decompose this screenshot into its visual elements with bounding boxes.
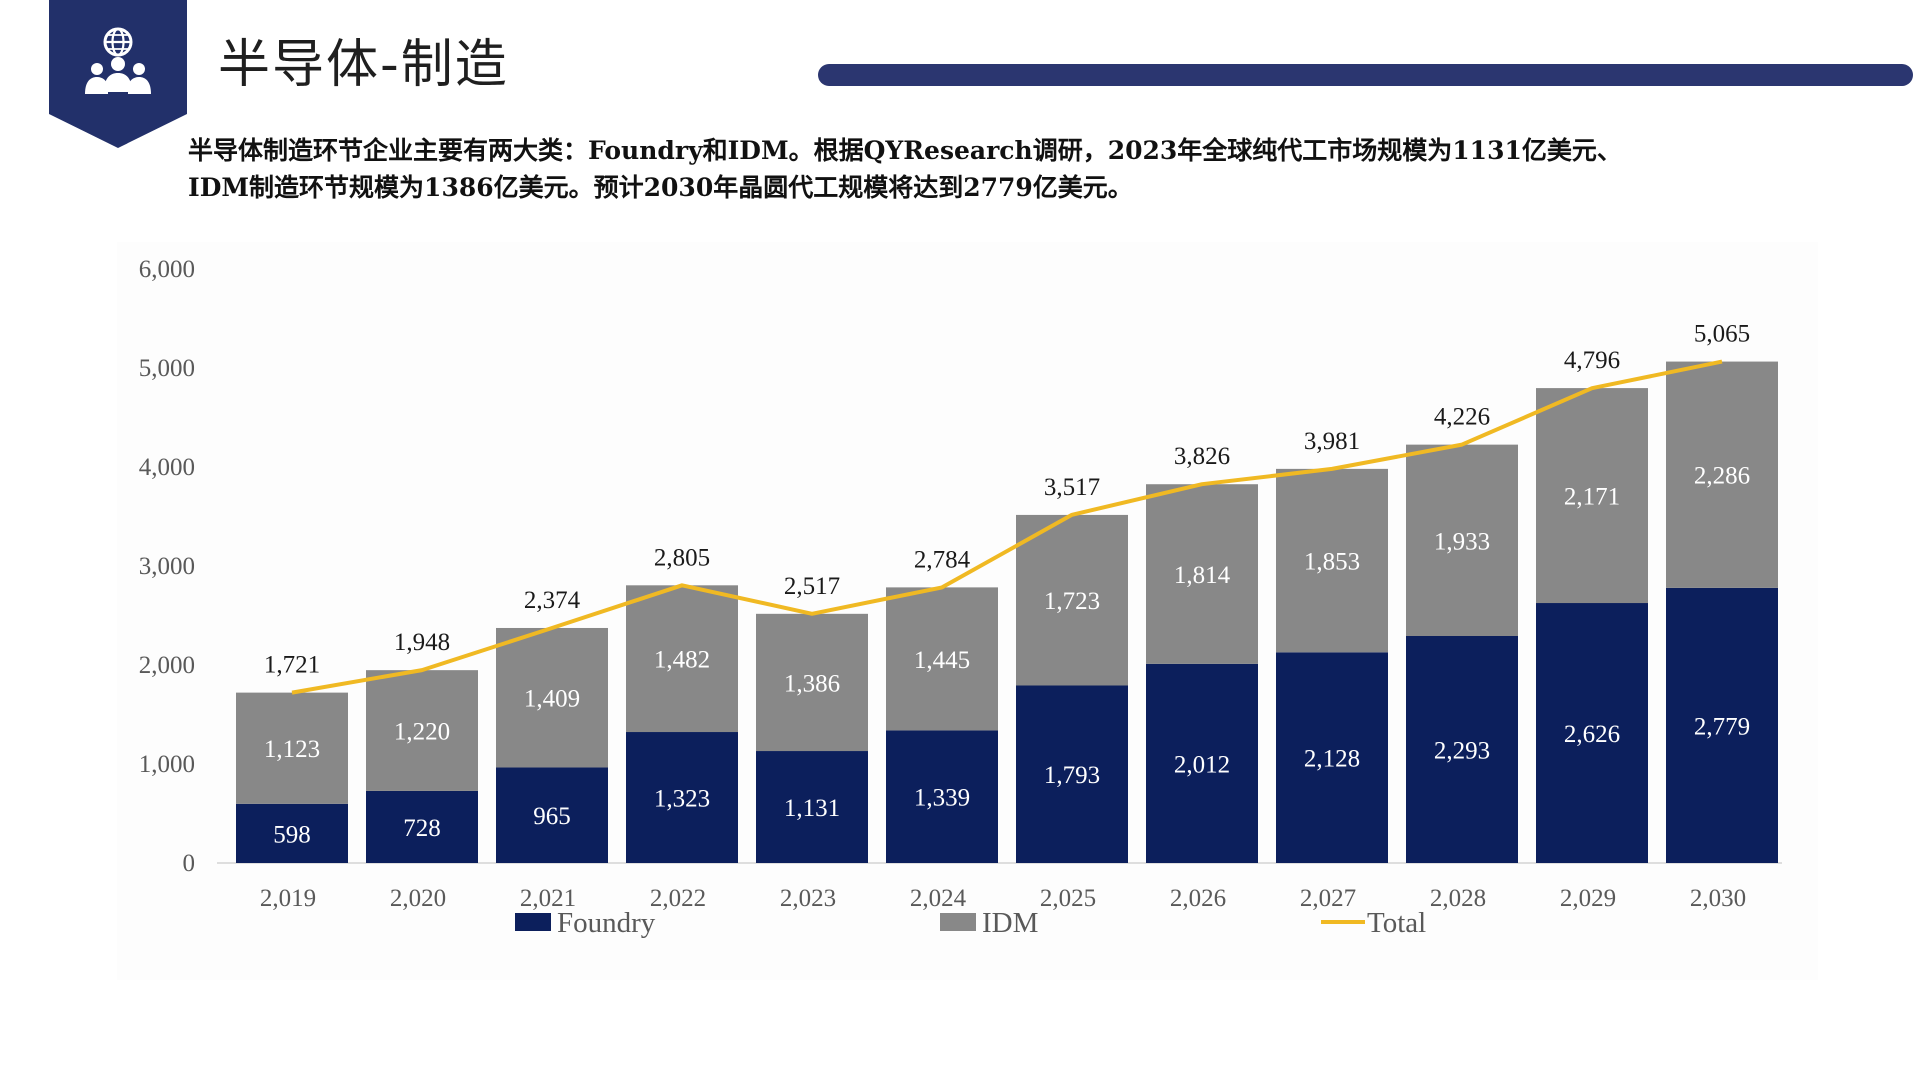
idm-bar	[756, 613, 868, 752]
foundry-value-label: 1,339	[914, 785, 970, 812]
idm-value-label: 2,171	[1564, 484, 1620, 511]
x-tick-label: 2,021	[520, 885, 576, 912]
foundry-bar	[236, 803, 348, 863]
total-value-label: 4,226	[1434, 404, 1490, 431]
foundry-bar	[756, 751, 868, 863]
total-value-label: 1,721	[264, 652, 320, 679]
idm-bar	[1536, 388, 1648, 604]
total-value-label: 2,374	[524, 587, 581, 614]
idm-value-label: 1,933	[1434, 528, 1490, 555]
foundry-value-label: 2,012	[1174, 751, 1230, 778]
idm-value-label: 1,723	[1044, 588, 1100, 615]
x-tick-label: 2,028	[1430, 885, 1486, 912]
foundry-value-label: 2,128	[1304, 746, 1360, 773]
foundry-bar	[886, 730, 998, 863]
foundry-bar	[1016, 685, 1128, 863]
foundry-bar	[1536, 603, 1648, 863]
foundry-value-label: 965	[533, 803, 571, 830]
total-value-label: 5,065	[1694, 321, 1750, 348]
total-line	[291, 359, 1723, 695]
x-tick-label: 2,030	[1690, 885, 1746, 912]
idm-bar	[1146, 484, 1258, 664]
title-rule	[818, 64, 1913, 86]
idm-value-label: 1,814	[1174, 562, 1231, 589]
idm-bar	[366, 670, 478, 791]
x-tick-label: 2,024	[910, 885, 967, 912]
total-value-label: 3,981	[1304, 428, 1360, 455]
foundry-value-label: 1,323	[654, 786, 710, 813]
idm-value-label: 1,445	[914, 647, 970, 674]
x-tick-label: 2,026	[1170, 885, 1226, 912]
idm-bar	[1666, 361, 1778, 588]
idm-bar	[1276, 468, 1388, 653]
x-tick-label: 2,023	[780, 885, 836, 912]
foundry-value-label: 1,131	[784, 795, 840, 822]
total-value-label: 1,948	[394, 629, 450, 656]
total-value-label: 4,796	[1564, 347, 1620, 374]
x-tick-label: 2,022	[650, 885, 706, 912]
total-value-label: 2,517	[784, 573, 840, 600]
foundry-bar	[626, 732, 738, 863]
x-tick-label: 2,020	[390, 885, 446, 912]
legend-label-foundry: Foundry	[557, 907, 656, 939]
foundry-bar	[1146, 663, 1258, 863]
idm-bar	[496, 627, 608, 768]
total-value-label: 3,517	[1044, 474, 1100, 501]
y-tick-label: 4,000	[139, 454, 195, 481]
y-tick-label: 1,000	[139, 751, 195, 778]
legend-label-idm: IDM	[982, 907, 1038, 939]
chart-card: 0 1,000 2,000 3,000 4,000 5,000 6,000 598 1,123 2…	[117, 242, 1818, 980]
x-tick-label: 2,025	[1040, 885, 1096, 912]
foundry-value-label: 2,626	[1564, 721, 1620, 748]
legend-swatch-idm	[940, 913, 976, 931]
foundry-value-label: 1,793	[1044, 762, 1100, 789]
idm-bar	[236, 692, 348, 804]
idm-value-label: 1,482	[654, 647, 710, 674]
intro-line-1: 半导体制造环节企业主要有两大类：Foundry和IDM。根据QYResearch…	[188, 136, 1622, 165]
idm-value-label: 1,123	[264, 736, 320, 763]
y-tick-label: 0	[183, 850, 196, 877]
x-tick-label: 2,027	[1300, 885, 1356, 912]
idm-value-label: 1,386	[784, 670, 840, 697]
total-value-label: 3,826	[1174, 443, 1230, 470]
y-tick-label: 6,000	[139, 256, 195, 283]
idm-bar	[1016, 514, 1128, 686]
total-value-label: 2,805	[654, 544, 710, 571]
idm-value-label: 1,409	[524, 686, 580, 713]
foundry-bar	[496, 767, 608, 863]
idm-bar	[886, 587, 998, 731]
x-tick-label: 2,029	[1560, 885, 1616, 912]
idm-value-label: 2,286	[1694, 463, 1750, 490]
foundry-value-label: 2,293	[1434, 737, 1490, 764]
y-tick-label: 3,000	[139, 553, 195, 580]
intro-text: 半导体制造环节企业主要有两大类：Foundry和IDM。根据QYResearch…	[188, 132, 1888, 206]
foundry-bar	[1666, 587, 1778, 863]
foundry-value-label: 598	[273, 821, 311, 848]
legend-label-total: Total	[1367, 907, 1426, 939]
y-tick-label: 5,000	[139, 355, 195, 382]
foundry-bar	[1276, 652, 1388, 863]
idm-value-label: 1,220	[394, 719, 450, 746]
idm-bar	[626, 585, 738, 733]
y-tick-label: 2,000	[139, 652, 195, 679]
foundry-value-label: 2,779	[1694, 713, 1750, 740]
logo-badge	[49, 0, 187, 148]
globe-people-icon	[85, 27, 151, 94]
x-tick-label: 2,019	[260, 885, 316, 912]
page-title: 半导体-制造	[218, 35, 509, 95]
intro-line-2: IDM制造环节规模为1386亿美元。预计2030年晶圆代工规模将达到2779亿美…	[188, 173, 1133, 202]
foundry-value-label: 728	[403, 815, 441, 842]
stacked-bar-chart: 0 1,000 2,000 3,000 4,000 5,000 6,000 598 1,123 2…	[139, 256, 1782, 939]
foundry-bar	[366, 790, 478, 863]
idm-value-label: 1,853	[1304, 549, 1360, 576]
idm-bar	[1406, 444, 1518, 636]
foundry-bar	[1406, 635, 1518, 863]
legend-swatch-foundry	[515, 913, 551, 931]
total-value-label: 2,784	[914, 546, 971, 573]
